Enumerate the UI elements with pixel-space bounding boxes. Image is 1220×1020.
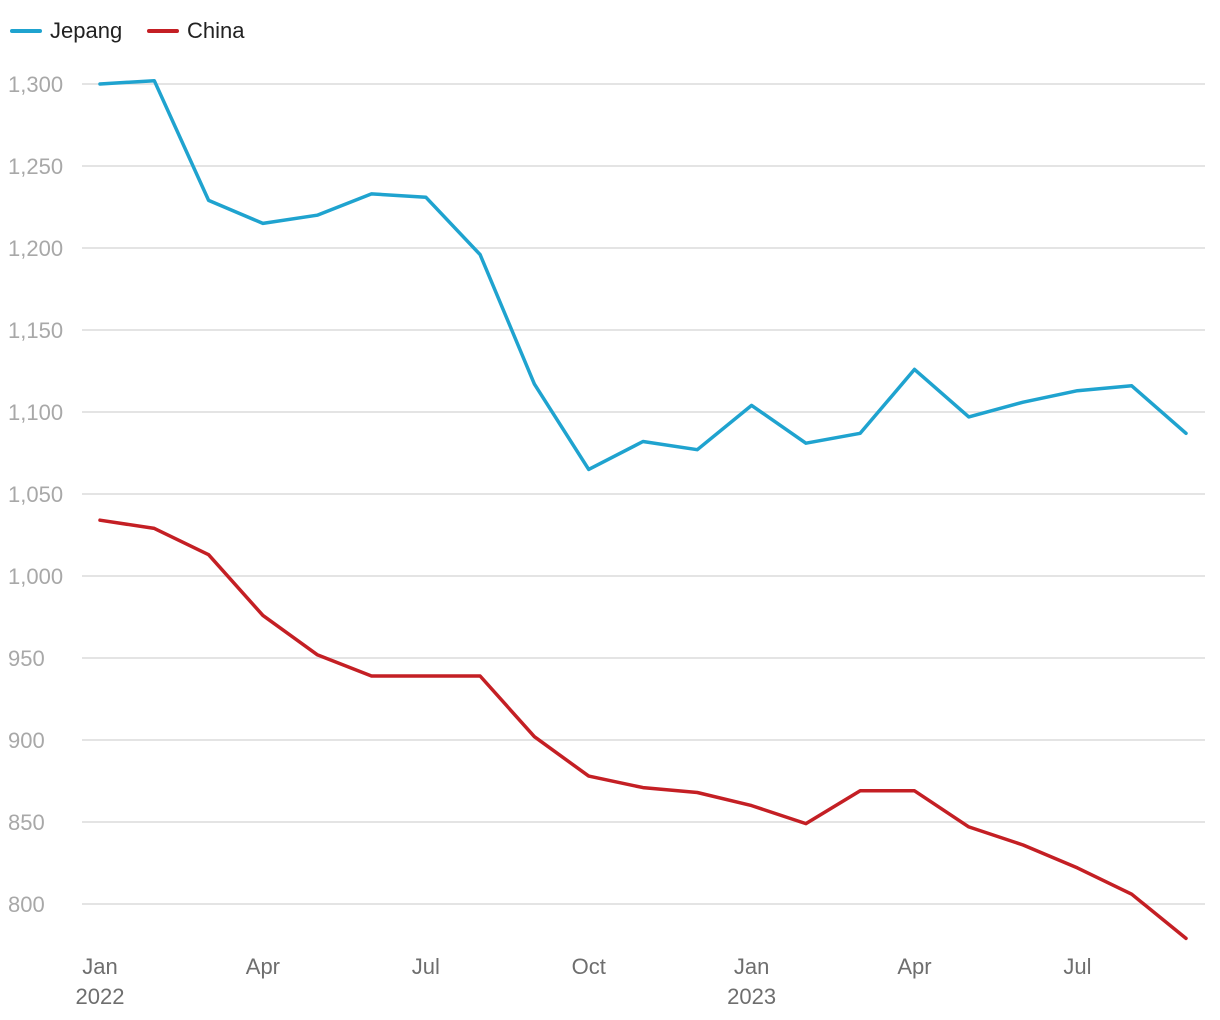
y-tick-label: 850	[8, 810, 45, 835]
x-tick-label: Jan	[734, 954, 769, 979]
x-tick-year-label: 2023	[727, 984, 776, 1009]
y-tick-label: 1,250	[8, 154, 63, 179]
x-tick-label: Apr	[246, 954, 280, 979]
x-tick-label: Apr	[897, 954, 931, 979]
x-tick-label: Jul	[1063, 954, 1091, 979]
y-tick-label: 800	[8, 892, 45, 917]
legend-label: Jepang	[50, 18, 122, 43]
x-tick-year-label: 2022	[76, 984, 125, 1009]
y-tick-label: 900	[8, 728, 45, 753]
y-tick-label: 1,200	[8, 236, 63, 261]
y-tick-label: 1,300	[8, 72, 63, 97]
y-tick-label: 1,000	[8, 564, 63, 589]
series-line-jepang	[98, 78, 1188, 472]
legend: Jepang China	[10, 18, 245, 43]
x-tick-label: Jul	[412, 954, 440, 979]
series-line-china	[98, 518, 1188, 941]
x-tick-label: Oct	[572, 954, 606, 979]
y-tick-label: 1,150	[8, 318, 63, 343]
y-tick-label: 1,050	[8, 482, 63, 507]
y-axis-ticks: 800 850 900 950 1,000 1,050 1,100 1,150 1,200 1,2…	[8, 72, 63, 917]
legend-item-china: China	[147, 18, 245, 43]
x-axis-ticks: Jan 2022 Apr Jul Oct Jan 2023 Apr Jul	[76, 954, 1092, 1009]
legend-item-jepang: Jepang	[10, 18, 122, 43]
x-tick-label: Jan	[82, 954, 117, 979]
y-tick-label: 950	[8, 646, 45, 671]
y-tick-label: 1,100	[8, 400, 63, 425]
series-lines	[98, 78, 1188, 941]
grid	[82, 83, 1205, 905]
legend-label: China	[187, 18, 245, 43]
